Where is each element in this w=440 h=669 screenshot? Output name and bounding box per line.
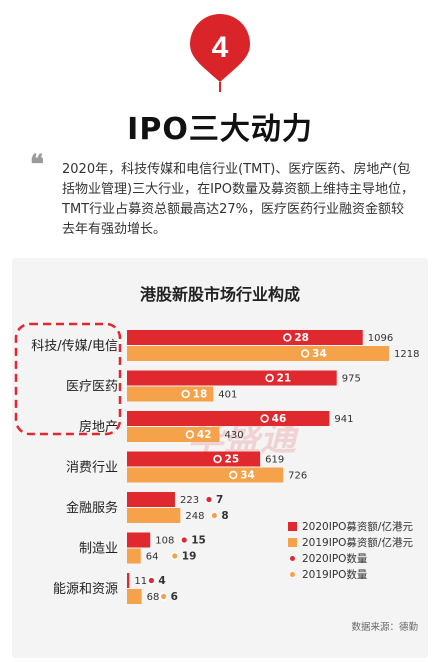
value-label-2019: 726 <box>288 471 307 482</box>
count-marker-2019-dot <box>302 350 308 357</box>
count-marker-2019-dot <box>183 391 189 397</box>
section-badge: 4 <box>0 0 440 95</box>
count-label-2020: 15 <box>191 535 206 547</box>
count-marker-2020-dot <box>284 334 290 341</box>
legend-label: 2020IPO数量 <box>302 552 368 565</box>
bar-2020 <box>127 492 175 507</box>
bar-2019 <box>127 508 181 523</box>
count-marker-2019-dot <box>187 431 193 438</box>
count-label-2019: 42 <box>197 429 212 441</box>
category-label: 房地产 <box>79 419 118 435</box>
value-label-2020: 223 <box>180 495 199 506</box>
bar-2019 <box>127 548 141 564</box>
count-label-2020: 28 <box>294 332 309 344</box>
value-label-2019: 64 <box>146 552 159 563</box>
chart-card: 华盛通 港股新股市场行业构成 科技/传媒/电信 1096 1218 28 34 医疗医药 975… <box>12 258 428 658</box>
section-description: 2020年，科技传媒和电信行业(TMT)、医疗医药、房地产(包括物业管理)三大行… <box>62 162 414 237</box>
count-label-2019: 34 <box>240 470 255 482</box>
legend-swatch <box>288 538 297 547</box>
industry-ipo-chart: 华盛通港股新股市场行业构成科技/传媒/电信109612182834医疗医药975… <box>14 285 419 633</box>
value-label-2020: 619 <box>265 455 284 466</box>
bar-2020 <box>127 370 337 386</box>
highlight-box <box>14 322 122 436</box>
count-label-2020: 21 <box>277 373 292 385</box>
count-marker-2020-dot <box>262 415 268 422</box>
count-label-2019: 18 <box>193 389 208 401</box>
section-title: IPO三大动力 <box>127 112 313 147</box>
chart-title: 港股新股市场行业构成 <box>140 285 300 304</box>
bar-2020 <box>127 532 151 548</box>
count-label-2020: 4 <box>158 575 165 587</box>
count-marker-2019-dot <box>230 472 236 478</box>
source-note: 数据来源：德勤 <box>351 621 418 633</box>
legend-label: 2019IPO数量 <box>302 568 368 581</box>
bar-2019 <box>127 427 220 442</box>
count-marker-2019-dot <box>172 553 178 559</box>
category-label: 消费行业 <box>66 461 118 476</box>
legend-label: 2020IPO募资额/亿港元 <box>302 520 413 533</box>
count-marker-2020-dot <box>214 456 221 462</box>
value-label-2020: 108 <box>155 536 174 547</box>
quote-icon: ❝ <box>30 150 44 180</box>
count-marker-2019-dot <box>161 593 167 600</box>
count-marker-2020-dot <box>148 577 154 584</box>
value-label-2020: 11 <box>134 576 147 587</box>
bar-2020 <box>127 330 363 345</box>
badge-pin-icon <box>190 14 250 82</box>
bar-2019 <box>127 386 214 402</box>
count-label-2019: 8 <box>221 510 228 522</box>
category-label: 金融服务 <box>66 500 118 516</box>
category-label: 能源和资源 <box>53 582 118 597</box>
legend-swatch <box>288 522 297 531</box>
value-label-2019: 430 <box>224 430 243 441</box>
legend-label: 2019IPO募资额/亿港元 <box>302 536 413 549</box>
category-label: 科技/传媒/电信 <box>31 339 118 354</box>
count-marker-2020-dot <box>267 375 273 381</box>
count-marker-2019-dot <box>211 512 217 519</box>
bar-2020 <box>127 411 330 426</box>
value-label-2020: 975 <box>342 374 361 385</box>
value-label-2019: 248 <box>185 511 204 522</box>
category-label: 制造业 <box>79 542 118 557</box>
count-marker-2020-dot <box>181 537 187 543</box>
count-label-2019: 19 <box>182 551 197 563</box>
count-label-2019: 34 <box>312 348 327 360</box>
bar-2019 <box>127 346 389 361</box>
count-label-2019: 6 <box>171 591 178 603</box>
value-label-2019: 1218 <box>394 349 419 360</box>
bar-2019 <box>127 467 284 483</box>
legend-marker <box>290 572 295 577</box>
bar-2020 <box>127 573 130 588</box>
count-label-2020: 46 <box>272 413 287 425</box>
value-label-2019: 401 <box>218 390 237 401</box>
category-label: 医疗医药 <box>66 380 118 395</box>
bar-2020 <box>127 451 261 467</box>
value-label-2019: 68 <box>147 592 160 603</box>
legend-marker <box>290 556 295 561</box>
count-label-2020: 25 <box>225 454 240 466</box>
bar-2019 <box>127 589 142 604</box>
count-label-2020: 7 <box>216 494 223 506</box>
value-label-2020: 1096 <box>368 333 393 344</box>
count-marker-2020-dot <box>206 496 212 503</box>
value-label-2020: 941 <box>334 414 353 425</box>
section-number: 4 <box>212 31 229 64</box>
